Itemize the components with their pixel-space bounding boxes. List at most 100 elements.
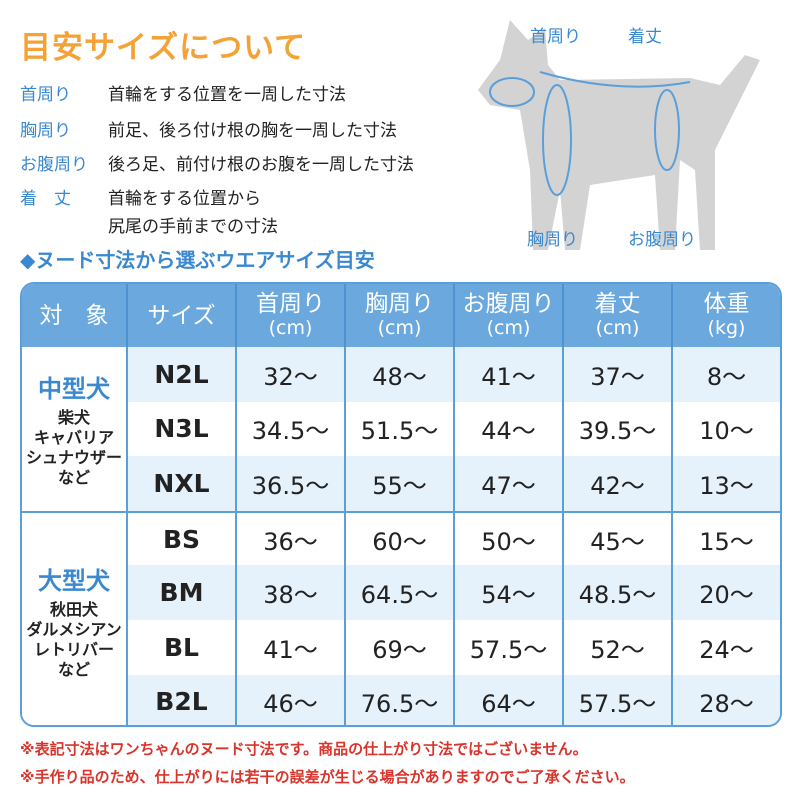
value-cell: 38〜	[237, 565, 346, 620]
breed-label: 秋田犬	[49, 600, 98, 620]
value-cell: 47〜	[455, 456, 564, 511]
column-header: 体重 (kg)	[673, 284, 780, 347]
value-cell: 64.5〜	[346, 565, 455, 620]
size-cell: N3L	[128, 401, 237, 457]
column-header: サイズ	[128, 284, 237, 347]
value-cell: 55〜	[346, 456, 455, 511]
value-cell: 46〜	[237, 674, 346, 725]
value-cell: 41〜	[455, 347, 564, 402]
breed-label: 柴犬	[57, 408, 90, 428]
desc: 尻尾の手前までの寸法	[108, 217, 278, 237]
value-cell: 42〜	[564, 456, 673, 511]
label-chest: 胸周り	[527, 230, 578, 250]
value-cell: 28〜	[699, 690, 754, 719]
size-cell: N2L	[128, 347, 237, 402]
column-header: 対 象	[22, 284, 128, 347]
note-nude-size: ※表記寸法はワンちゃんのヌード寸法です。商品の仕上がり寸法ではございません。	[20, 740, 588, 758]
label-neck: 首周り	[530, 27, 581, 47]
column-header: 着丈 (cm)	[564, 284, 673, 347]
size-cell: B2L	[128, 674, 237, 725]
size-cell: BL	[128, 620, 237, 675]
value-cell: 39.5〜	[564, 401, 673, 457]
desc: 首輪をする位置を一周した寸法	[108, 85, 346, 105]
breed-label: など	[57, 660, 90, 680]
table-row: N2L 32〜 48〜 41〜 37〜 8〜	[128, 347, 780, 402]
header-label: 体重	[703, 290, 750, 317]
value-cell: 13〜	[699, 471, 754, 500]
breed-label: など	[57, 468, 90, 488]
value-cell: 10〜	[699, 417, 754, 446]
dog-illustration	[478, 20, 760, 250]
header-label: 対 象	[39, 302, 109, 329]
term: 首周り	[20, 85, 71, 105]
table-row: BM 38〜 64.5〜 54〜 48.5〜 20〜	[128, 565, 780, 620]
value-cell: 54〜	[455, 565, 564, 620]
table-row: NXL 36.5〜 55〜 47〜 42〜 13〜	[128, 456, 780, 511]
size-table: 対 象サイズ 首周り (cm) 胸周り (cm) お腹周り (cm) 着丈 (cm) 体重 (kg)…	[20, 282, 782, 727]
dog-group: 大型犬秋田犬 ダルメシアン レトリバー など	[22, 510, 128, 725]
header-label: 着丈	[594, 290, 641, 317]
term: 着 丈	[20, 189, 71, 209]
desc: 前足、後ろ付け根の胸を一周した寸法	[108, 121, 397, 141]
header-label: サイズ	[147, 302, 216, 329]
size-cell: NXL	[128, 456, 237, 511]
breed-label: キャバリア	[33, 428, 114, 448]
column-header: 胸周り (cm)	[346, 284, 455, 347]
value-cell: 37〜	[564, 347, 673, 402]
header-label: 胸周り	[365, 290, 434, 317]
value-cell: 57.5〜	[564, 674, 673, 725]
value-cell: 51.5〜	[346, 401, 455, 457]
group-title: 大型犬	[38, 567, 110, 596]
desc: 後ろ足、前付け根のお腹を一周した寸法	[108, 155, 414, 175]
header-unit: (cm)	[268, 316, 313, 339]
value-cell: 36.5〜	[237, 456, 346, 511]
desc: 首輪をする位置から	[108, 189, 261, 209]
table-row: B2L 46〜 76.5〜 64〜 57.5〜 28〜	[128, 674, 780, 725]
header-label: お腹周り	[462, 290, 555, 317]
table-header: 対 象サイズ 首周り (cm) 胸周り (cm) お腹周り (cm) 着丈 (cm) 体重 (kg)	[22, 284, 780, 347]
value-cell: 48.5〜	[564, 565, 673, 620]
dog-silhouette	[478, 20, 760, 250]
header-unit: (kg)	[707, 316, 746, 339]
value-cell: 24〜	[699, 635, 754, 664]
term: 胸周り	[20, 121, 71, 141]
section-subtitle: ◆ヌード寸法から選ぶウエアサイズ目安	[20, 248, 375, 272]
value-cell: 69〜	[346, 620, 455, 675]
table-row: BL 41〜 69〜 57.5〜 52〜 24〜	[128, 620, 780, 675]
term: お腹周り	[20, 155, 88, 175]
header-label: 首周り	[256, 290, 325, 317]
column-header: 首周り (cm)	[237, 284, 346, 347]
value-cell: 32〜	[237, 347, 346, 402]
value-cell: 57.5〜	[455, 620, 564, 675]
header-unit: (cm)	[486, 316, 531, 339]
breed-label: レトリバー	[33, 640, 114, 660]
breed-label: ダルメシアン	[26, 620, 122, 640]
header-unit: (cm)	[377, 316, 422, 339]
breed-label: シュナウザー	[25, 448, 122, 468]
value-cell: 41〜	[237, 620, 346, 675]
size-cell: BS	[128, 512, 237, 566]
header-unit: (cm)	[595, 316, 640, 339]
value-cell: 15〜	[699, 527, 754, 556]
size-cell: BM	[128, 565, 237, 620]
value-cell: 64〜	[455, 674, 564, 725]
table-row: N3L 34.5〜 51.5〜 44〜 39.5〜 10〜	[128, 401, 780, 457]
label-belly: お腹周り	[628, 230, 696, 250]
value-cell: 52〜	[564, 620, 673, 675]
table-row: BS 36〜 60〜 50〜 45〜 15〜	[128, 510, 780, 566]
value-cell: 45〜	[564, 512, 673, 566]
dog-group: 中型犬柴犬 キャバリア シュナウザー など	[22, 347, 128, 511]
value-cell: 20〜	[699, 581, 754, 610]
note-handmade: ※手作り品のため、仕上がりには若干の誤差が生じる場合がありますのでご了承ください…	[20, 768, 635, 786]
value-cell: 34.5〜	[237, 401, 346, 457]
value-cell: 44〜	[455, 401, 564, 457]
value-cell: 60〜	[346, 512, 455, 566]
value-cell: 36〜	[237, 512, 346, 566]
value-cell: 76.5〜	[346, 674, 455, 725]
column-header: お腹周り (cm)	[455, 284, 564, 347]
value-cell: 8〜	[706, 362, 747, 391]
label-length: 着丈	[628, 27, 662, 47]
group-title: 中型犬	[38, 375, 110, 404]
page-title: 目安サイズについて	[20, 30, 307, 66]
value-cell: 50〜	[455, 512, 564, 566]
